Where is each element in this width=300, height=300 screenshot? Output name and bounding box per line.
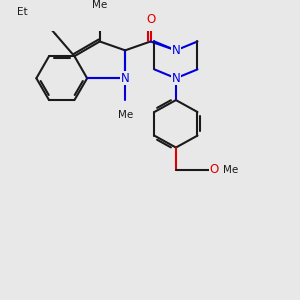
Text: O: O [209, 163, 219, 176]
Text: Me: Me [223, 165, 238, 175]
Text: Me: Me [92, 0, 107, 10]
Text: Et: Et [17, 7, 28, 17]
Text: N: N [172, 72, 180, 85]
Text: N: N [121, 72, 130, 85]
Text: N: N [172, 44, 180, 57]
Text: Me: Me [118, 110, 133, 120]
Text: O: O [146, 13, 155, 26]
